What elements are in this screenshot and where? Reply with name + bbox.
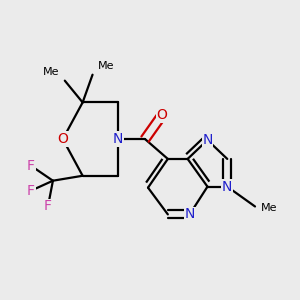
- Text: F: F: [27, 184, 35, 198]
- Text: F: F: [44, 200, 52, 214]
- Text: O: O: [157, 108, 167, 122]
- Text: O: O: [57, 132, 68, 146]
- Text: Me: Me: [43, 67, 60, 77]
- Text: N: N: [184, 207, 195, 221]
- Text: N: N: [222, 180, 232, 194]
- Text: Me: Me: [98, 61, 114, 71]
- Text: Me: Me: [261, 203, 278, 214]
- Text: N: N: [113, 132, 124, 146]
- Text: F: F: [27, 159, 35, 173]
- Text: N: N: [202, 133, 213, 147]
